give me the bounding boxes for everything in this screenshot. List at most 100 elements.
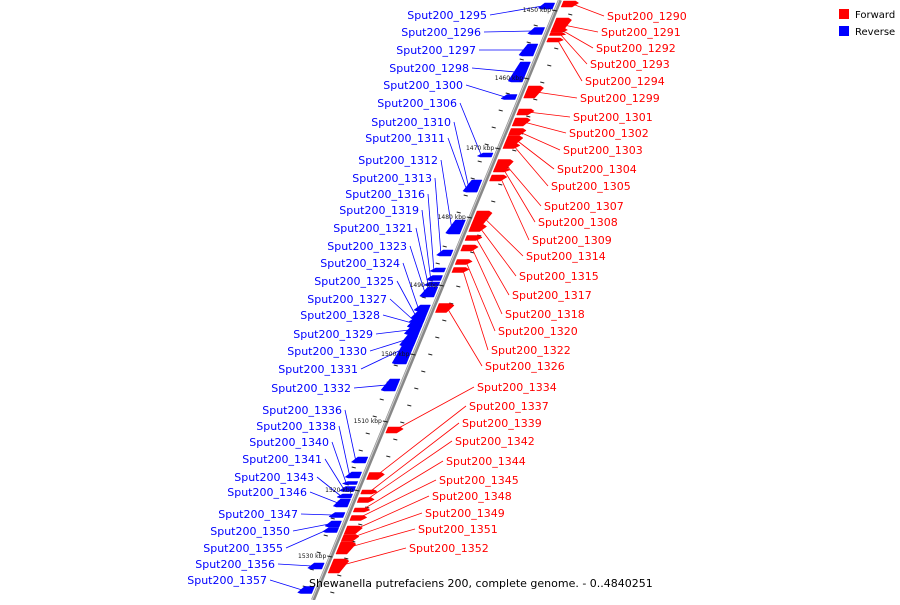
forward-gene-leader (375, 405, 467, 477)
scale-tick-mark (551, 9, 558, 12)
reverse-gene-leader (453, 121, 469, 187)
reverse-gene-leader (440, 159, 452, 228)
reverse-gene-block (391, 335, 419, 365)
scale-tick-mark (354, 489, 360, 492)
reverse-genes (297, 2, 556, 594)
reverse-strand-tick (498, 109, 503, 112)
reverse-gene-block (462, 187, 479, 193)
forward-gene-label: Sput200_1337 (469, 400, 549, 413)
reverse-gene-block (518, 43, 539, 57)
reverse-gene-block (436, 249, 454, 257)
forward-gene-leader (561, 29, 594, 49)
reverse-gene-label: Sput200_1343 (234, 471, 314, 484)
forward-strand-tick (358, 523, 363, 526)
scale-tick-label: 1450 kbp (523, 7, 551, 14)
reverse-gene-leader (375, 329, 410, 335)
reverse-gene-block (419, 286, 439, 298)
reverse-gene-block (328, 512, 346, 518)
forward-strand-tick (337, 574, 342, 577)
forward-gene-leader (471, 247, 503, 315)
forward-gene-label: Sput200_1349 (425, 507, 505, 520)
reverse-gene-leader (434, 177, 442, 254)
forward-gene-leader (513, 145, 549, 187)
genome-caption: Shewanella putrefaciens 200, complete ge… (309, 577, 653, 590)
reverse-gene-leader (324, 458, 345, 490)
reverse-gene-leader (331, 441, 347, 484)
forward-gene-leader (527, 111, 571, 118)
forward-gene-block (385, 426, 404, 434)
forward-gene-block (356, 497, 375, 503)
forward-gene-label: Sput200_1344 (446, 455, 526, 468)
reverse-gene-label: Sput200_1297 (396, 44, 476, 57)
forward-gene-block (454, 259, 473, 265)
reverse-gene-block (527, 27, 546, 35)
reverse-gene-label: Sput200_1347 (218, 508, 298, 521)
reverse-strand-tick (330, 517, 335, 520)
forward-gene-label: Sput200_1314 (526, 250, 606, 263)
forward-strand-tick (512, 149, 517, 152)
forward-gene-label: Sput200_1304 (557, 163, 637, 176)
forward-gene-label: Sput200_1293 (590, 58, 670, 71)
forward-gene-leader (572, 3, 605, 17)
reverse-gene-block (324, 520, 342, 528)
forward-gene-label: Sput200_1345 (439, 474, 519, 487)
forward-gene-block (366, 472, 385, 480)
reverse-gene-label: Sput200_1327 (307, 293, 387, 306)
legend: Forward Reverse (839, 9, 895, 38)
reverse-gene-block (425, 275, 443, 281)
forward-strand-tick (365, 506, 370, 509)
reverse-gene-leader (344, 409, 357, 461)
reverse-strand-tick (533, 24, 538, 27)
genome-backbone-highlight (311, 0, 560, 601)
reverse-gene-leader (292, 523, 330, 532)
forward-strand-tick (533, 98, 538, 101)
reverse-strand-tick (393, 364, 398, 367)
reverse-gene-label: Sput200_1338 (256, 420, 336, 433)
reverse-strand-tick (456, 211, 461, 214)
forward-gene-leader (353, 495, 430, 531)
reverse-strand-tick (435, 262, 440, 265)
forward-gene-leader (500, 177, 530, 241)
forward-gene-label: Sput200_1308 (538, 216, 618, 229)
reverse-gene-block (344, 471, 363, 479)
forward-gene-label: Sput200_1334 (477, 381, 557, 394)
forward-gene-label: Sput200_1339 (462, 417, 542, 430)
reverse-gene-block (413, 304, 431, 312)
reverse-gene-leader (369, 339, 406, 352)
reverse-gene-label: Sput200_1323 (327, 240, 407, 253)
reverse-gene-leader (396, 280, 416, 316)
forward-gene-label: Sput200_1301 (573, 111, 653, 124)
forward-gene-block (327, 558, 350, 574)
reverse-gene-label: Sput200_1306 (377, 97, 457, 110)
forward-gene-block (549, 32, 567, 36)
reverse-gene-label: Sput200_1316 (345, 188, 425, 201)
legend-forward-swatch (839, 9, 849, 19)
forward-gene-block (335, 541, 357, 555)
reverse-gene-leader (389, 298, 414, 321)
reverse-strand-tick (491, 126, 496, 129)
forward-strand-tick (393, 438, 398, 441)
reverse-gene-label: Sput200_1321 (333, 222, 413, 235)
reverse-strand-tick (351, 466, 356, 469)
reverse-gene-label: Sput200_1330 (287, 345, 367, 358)
reverse-gene-leader (402, 262, 419, 309)
forward-gene-leader (519, 131, 561, 151)
forward-gene-block (550, 27, 569, 33)
forward-gene-block (502, 143, 521, 149)
reverse-gene-block (403, 325, 423, 335)
forward-gene-label: Sput200_1326 (485, 360, 565, 373)
forward-gene-block (434, 303, 455, 313)
reverse-gene-block (350, 456, 369, 464)
legend-reverse-swatch (839, 26, 849, 36)
reverse-gene-label: Sput200_1310 (371, 116, 451, 129)
forward-gene-block (560, 0, 580, 8)
scale-tick-label: 1490 kbp (410, 282, 438, 289)
forward-strand-tick (547, 64, 552, 67)
forward-gene-label: Sput200_1292 (596, 42, 676, 55)
reverse-gene-label: Sput200_1346 (227, 486, 307, 499)
reverse-gene-label: Sput200_1331 (278, 363, 358, 376)
legend-forward-label: Forward (855, 10, 895, 21)
legend-reverse-label: Reverse (855, 27, 895, 38)
